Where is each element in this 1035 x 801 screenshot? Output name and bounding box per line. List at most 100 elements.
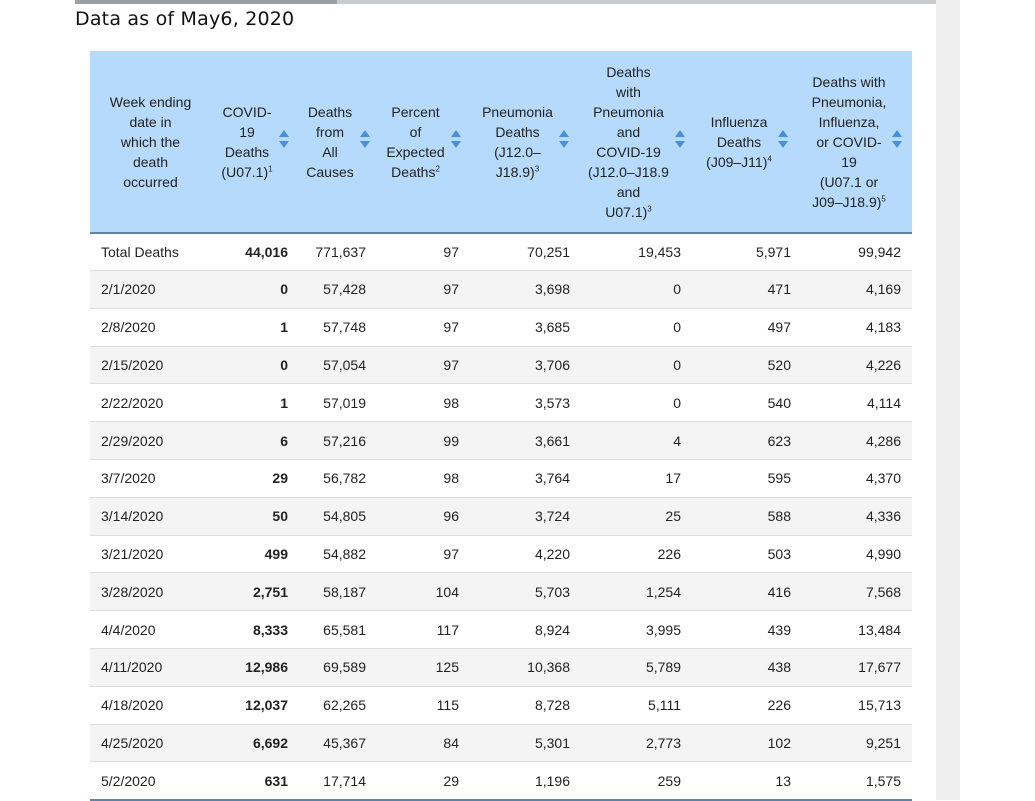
value-cell: 13 (692, 761, 802, 801)
value-cell: 259 (581, 761, 692, 801)
table-row: 5/2/2020 631 17,714 29 1,196 259 13 1,575 (90, 761, 912, 801)
table-body: Total Deaths 44,016 771,637 97 70,251 19,453 5… (90, 233, 912, 801)
value-cell: 3,995 (581, 610, 692, 649)
value-cell: 1,575 (802, 761, 912, 801)
column-header-3[interactable]: Percent of Expected Deaths2 (377, 51, 470, 234)
vertical-scrollbar[interactable] (936, 0, 960, 800)
column-header-label: Week ending date in which the death occurred (109, 93, 192, 190)
value-cell: 439 (692, 610, 802, 649)
value-cell: 503 (692, 535, 802, 574)
column-header-label: Pneumonia Deaths (J12.0– J18.9)3 (482, 103, 553, 180)
value-cell: 3,698 (470, 270, 581, 309)
week-cell: 3/7/2020 (90, 459, 211, 498)
value-cell: 1 (211, 383, 299, 423)
sort-arrows-icon[interactable] (558, 130, 569, 153)
value-cell: 3,764 (470, 459, 581, 498)
sort-arrows-icon[interactable] (674, 130, 685, 153)
footnote-marker: 2 (435, 163, 440, 173)
value-cell: 416 (692, 572, 802, 612)
sort-arrows-icon[interactable] (892, 130, 903, 153)
value-cell: 17,677 (802, 648, 912, 687)
footnote-marker: 3 (647, 203, 652, 213)
column-header-1[interactable]: COVID- 19 Deaths (U07.1)1 (211, 51, 299, 234)
column-header-2[interactable]: Deaths from All Causes (299, 51, 377, 234)
value-cell: 4,183 (802, 308, 912, 347)
value-cell: 12,037 (211, 686, 299, 725)
column-header-label: Deaths with Pneumonia, Influenza, or COVID-… (811, 73, 887, 210)
column-header-5[interactable]: Deaths with Pneumonia and COVID-19 (J12.0–J18… (581, 51, 692, 234)
value-cell: 623 (692, 421, 802, 460)
column-header-6[interactable]: Influenza Deaths (J09–J11)4 (692, 51, 802, 234)
value-cell: 0 (211, 270, 299, 309)
value-cell: 99,942 (802, 233, 912, 271)
value-cell: 3,661 (470, 421, 581, 460)
value-cell: 125 (377, 648, 470, 687)
value-cell: 57,748 (299, 308, 377, 347)
value-cell: 471 (692, 270, 802, 309)
week-cell: 5/2/2020 (90, 761, 211, 801)
column-header-label: Deaths with Pneumonia and COVID-19 (J12.0–J18… (588, 63, 669, 220)
value-cell: 0 (581, 308, 692, 347)
value-cell: 540 (692, 383, 802, 423)
value-cell: 97 (377, 233, 470, 271)
value-cell: 595 (692, 459, 802, 498)
sort-arrows-icon[interactable] (450, 130, 461, 153)
value-cell: 8,728 (470, 686, 581, 725)
value-cell: 226 (692, 686, 802, 725)
value-cell: 6 (211, 421, 299, 460)
value-cell: 98 (377, 383, 470, 423)
column-header-4[interactable]: Pneumonia Deaths (J12.0– J18.9)3 (470, 51, 581, 234)
table-row: 4/25/2020 6,692 45,367 84 5,301 2,773 102 9,251 (90, 724, 912, 763)
value-cell: 19,453 (581, 233, 692, 271)
sort-arrows-icon[interactable] (278, 130, 289, 153)
table-row: 4/11/2020 12,986 69,589 125 10,368 5,789 438 17… (90, 648, 912, 687)
week-cell: 2/1/2020 (90, 270, 211, 309)
value-cell: 5,971 (692, 233, 802, 271)
value-cell: 0 (581, 346, 692, 385)
page-title: Data as of May6, 2020 (75, 8, 295, 30)
value-cell: 4,226 (802, 346, 912, 385)
value-cell: 4,990 (802, 535, 912, 574)
value-cell: 771,637 (299, 233, 377, 271)
value-cell: 97 (377, 270, 470, 309)
value-cell: 7,568 (802, 572, 912, 612)
table-row: 2/29/2020 6 57,216 99 3,661 4 623 4,286 (90, 421, 912, 460)
column-header-label: Influenza Deaths (J09–J11)4 (706, 113, 772, 170)
value-cell: 102 (692, 724, 802, 763)
value-cell: 0 (581, 270, 692, 309)
value-cell: 0 (581, 383, 692, 423)
column-header-0[interactable]: Week ending date in which the death occurred (90, 51, 211, 234)
value-cell: 98 (377, 459, 470, 498)
value-cell: 97 (377, 535, 470, 574)
value-cell: 3,724 (470, 497, 581, 536)
value-cell: 497 (692, 308, 802, 347)
value-cell: 45,367 (299, 724, 377, 763)
value-cell: 499 (211, 535, 299, 574)
week-cell: 4/4/2020 (90, 610, 211, 649)
value-cell: 56,782 (299, 459, 377, 498)
value-cell: 54,882 (299, 535, 377, 574)
value-cell: 10,368 (470, 648, 581, 687)
value-cell: 58,187 (299, 572, 377, 612)
column-header-7[interactable]: Deaths with Pneumonia, Influenza, or COVID-… (802, 51, 912, 234)
top-scroll-thumb[interactable] (75, 0, 337, 4)
value-cell: 4,169 (802, 270, 912, 309)
value-cell: 520 (692, 346, 802, 385)
value-cell: 57,428 (299, 270, 377, 309)
column-header-label: Deaths from All Causes (306, 103, 354, 180)
sort-arrows-icon[interactable] (359, 130, 370, 153)
value-cell: 1,196 (470, 761, 581, 801)
sort-arrows-icon[interactable] (777, 130, 788, 153)
value-cell: 0 (211, 346, 299, 385)
value-cell: 4,114 (802, 383, 912, 423)
week-cell: 4/11/2020 (90, 648, 211, 687)
table-row: 2/8/2020 1 57,748 97 3,685 0 497 4,183 (90, 308, 912, 347)
value-cell: 4 (581, 421, 692, 460)
top-scroll-bar[interactable] (75, 0, 960, 4)
value-cell: 438 (692, 648, 802, 687)
value-cell: 3,685 (470, 308, 581, 347)
value-cell: 65,581 (299, 610, 377, 649)
value-cell: 62,265 (299, 686, 377, 725)
value-cell: 9,251 (802, 724, 912, 763)
week-cell: 4/25/2020 (90, 724, 211, 763)
